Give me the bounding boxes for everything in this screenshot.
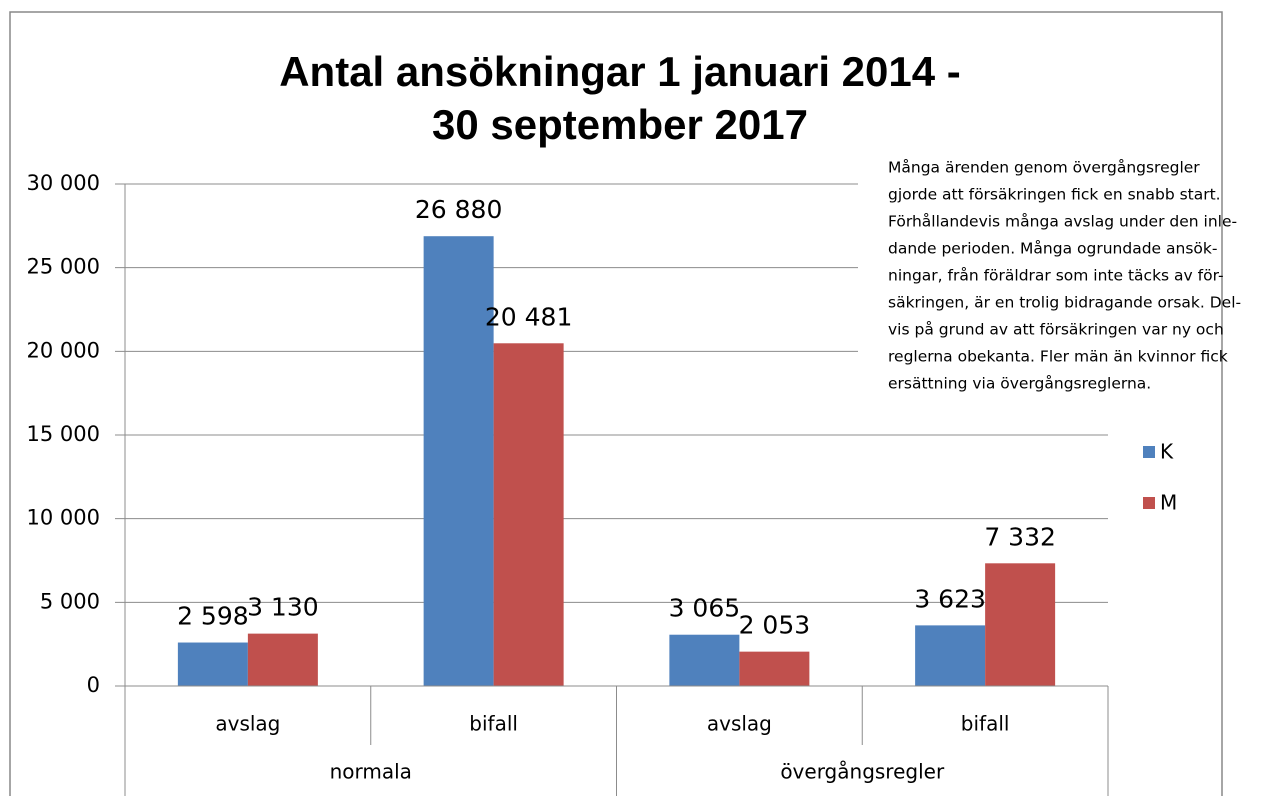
chart-title: Antal ansökningar 1 januari 2014 - — [279, 48, 961, 95]
annotation: dande perioden. Många ogrundade ansök- — [888, 240, 1217, 258]
bar — [739, 651, 810, 686]
y-tick-label: 20 000 — [27, 338, 100, 362]
bar — [669, 634, 740, 686]
x-tick-label: avslag — [215, 712, 280, 736]
y-tick-label: 15 000 — [27, 422, 100, 446]
bar — [985, 563, 1056, 686]
value-label: 26 880 — [415, 195, 502, 224]
value-label: 20 481 — [485, 302, 572, 331]
x-tick-label: avslag — [707, 712, 772, 736]
annotation: vis på grund av att försäkringen var ny … — [888, 321, 1224, 339]
group-label: normala — [330, 760, 412, 784]
annotation: ningar, från föräldrar som inte täcks av… — [888, 267, 1224, 285]
bar — [493, 343, 564, 686]
bar — [177, 642, 248, 686]
y-tick-label: 30 000 — [27, 171, 100, 195]
bar — [915, 625, 986, 686]
x-tick-label: bifall — [469, 712, 518, 736]
value-label: 3 130 — [247, 593, 319, 622]
bar — [247, 633, 318, 686]
legend-label: M — [1160, 491, 1177, 515]
legend-label: K — [1160, 440, 1174, 464]
annotation: Många ärenden genom övergångsregler — [888, 159, 1200, 177]
y-tick-label: 10 000 — [27, 506, 100, 530]
value-label: 7 332 — [984, 522, 1056, 551]
chart-title: 30 september 2017 — [432, 101, 808, 148]
legend-swatch — [1143, 497, 1155, 509]
annotation: säkringen, är en trolig bidragande orsak… — [888, 294, 1241, 312]
annotation: gjorde att försäkringen fick en snabb st… — [888, 186, 1221, 204]
y-tick-label: 0 — [87, 673, 100, 697]
value-label: 3 065 — [669, 594, 741, 623]
annotation-box — [858, 88, 1214, 410]
annotation: reglerna obekanta. Fler män än kvinnor f… — [888, 348, 1228, 366]
annotation: Förhållandevis många avslag under den in… — [888, 213, 1237, 231]
annotation: ersättning via övergångsreglerna. — [888, 375, 1151, 393]
value-label: 2 598 — [177, 602, 249, 631]
value-label: 3 623 — [914, 584, 986, 613]
group-label: övergångsregler — [780, 760, 945, 784]
x-tick-label: bifall — [961, 712, 1010, 736]
y-tick-label: 5 000 — [40, 589, 100, 613]
value-label: 2 053 — [739, 611, 811, 640]
y-tick-label: 25 000 — [27, 255, 100, 279]
legend-swatch — [1143, 446, 1155, 458]
bar — [423, 236, 494, 686]
